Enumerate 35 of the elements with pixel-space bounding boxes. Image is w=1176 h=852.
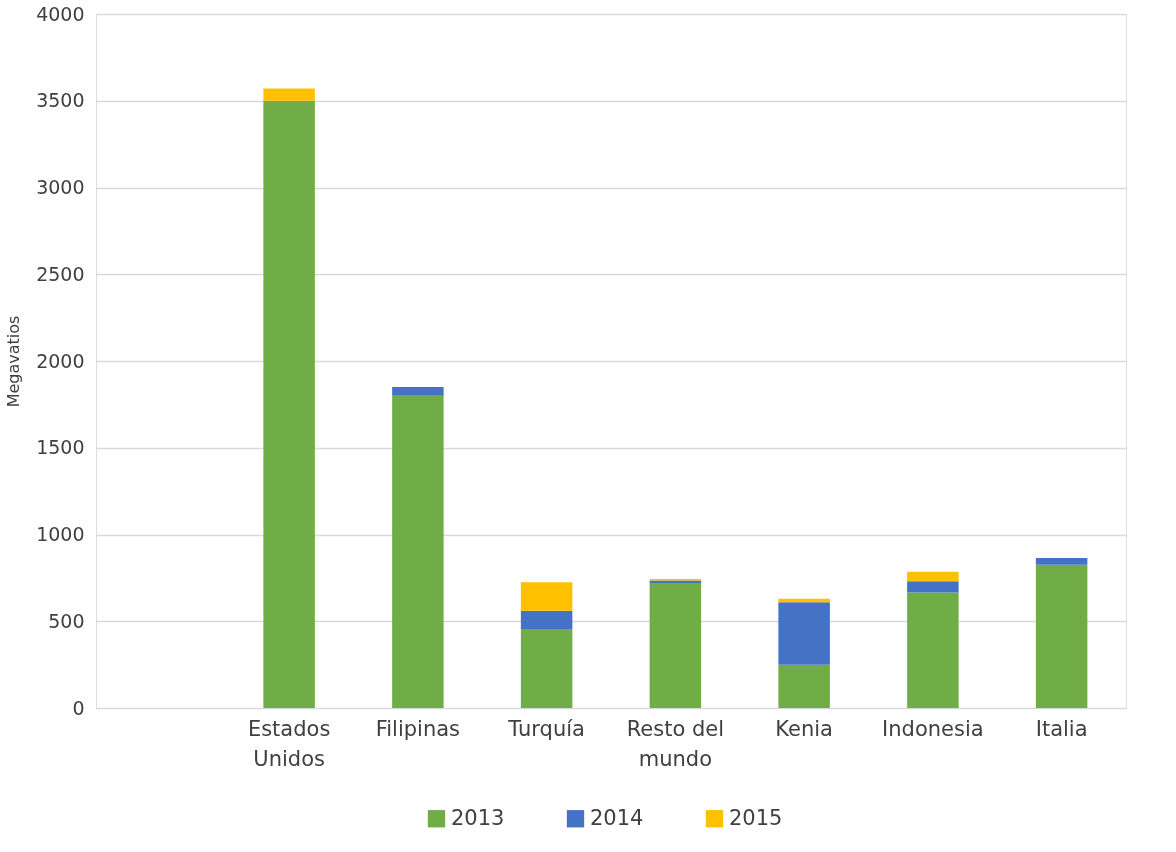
legend-label: 2013: [451, 805, 505, 830]
x-tick-label: Kenia: [775, 716, 833, 741]
y-tick-label: 2000: [36, 349, 85, 372]
bar: [778, 602, 830, 665]
bar: [520, 582, 573, 611]
x-tick-label: Indonesia: [882, 716, 984, 741]
y-tick-label: 4000: [36, 2, 85, 25]
bar: [778, 664, 830, 708]
y-tick-label: 0: [72, 696, 85, 719]
y-tick-label: 2500: [36, 262, 85, 285]
bar: [1035, 564, 1088, 708]
y-tick-label: 3500: [36, 89, 85, 112]
legend-label: 2014: [590, 805, 644, 830]
bar: [907, 592, 959, 708]
bar: [392, 395, 444, 708]
bar: [520, 629, 573, 708]
bar: [907, 581, 959, 593]
y-tick-label: 500: [48, 609, 85, 632]
x-tick-label: Italia: [1035, 716, 1088, 741]
y-tick-label: 3000: [36, 176, 85, 198]
bar: [907, 571, 959, 582]
y-tick-label: 1500: [36, 436, 85, 459]
x-tick-label: Estados Unidos: [247, 716, 331, 771]
bar: [520, 610, 573, 630]
y-tick-label: 1000: [36, 523, 85, 545]
x-tick-label: Resto del mundo: [626, 716, 725, 771]
bar: [392, 387, 444, 396]
bar: [1035, 557, 1088, 565]
legend-label: 2015: [729, 805, 783, 830]
bar: [263, 100, 315, 708]
x-tick-label: Filipinas: [375, 716, 461, 741]
y-axis-title: Megavatios: [4, 315, 24, 408]
bar: [649, 583, 702, 708]
x-tick-label: Turquía: [507, 716, 585, 741]
bar: [263, 88, 315, 101]
